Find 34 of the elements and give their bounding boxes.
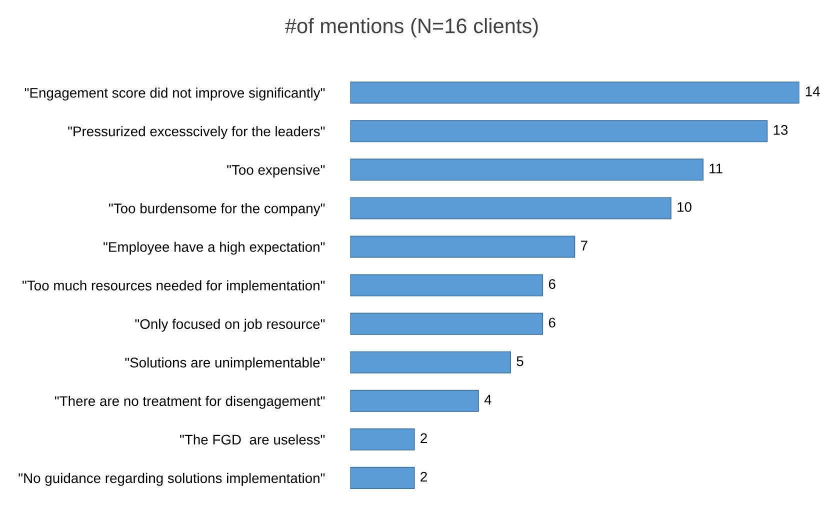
data-label: 2 (420, 433, 427, 443)
y-tick-label: "Pressurized excesscively for the leaders" (68, 126, 325, 140)
data-label: 2 (420, 472, 427, 482)
bar (350, 236, 576, 258)
bar (350, 466, 415, 489)
bar (350, 197, 672, 220)
bar (350, 312, 544, 335)
y-tick-label: "Engagement score did not improve significantly" (24, 88, 325, 101)
bar (350, 82, 800, 104)
data-label: 4 (484, 394, 492, 404)
bar (350, 428, 415, 450)
y-tick-label: "Too burdensome for the company" (109, 203, 325, 216)
y-tick-label: "Only focused on job resource" (135, 318, 325, 332)
bar (350, 120, 768, 142)
bar (350, 351, 512, 374)
bar (350, 158, 704, 181)
data-label: 6 (548, 279, 556, 289)
data-label: 6 (548, 318, 556, 328)
data-label: 10 (678, 202, 692, 212)
y-tick-label: "The FGD are useless" (180, 434, 325, 445)
y-tick-label: "No guidance regarding solutions implementation" (18, 472, 325, 486)
y-tick-label: "Solutions are unimplementable" (125, 357, 325, 370)
bar (350, 390, 479, 412)
data-label: 13 (774, 125, 788, 135)
bar (350, 274, 544, 296)
chart-title: #of mentions (N=16 clients) (285, 18, 538, 38)
data-label: 7 (581, 240, 588, 250)
y-tick-label: "Employee have a high expectation" (104, 242, 325, 255)
data-label: 14 (806, 86, 820, 96)
data-label: 11 (710, 164, 722, 174)
y-tick-label: "There are no treatment for disengagement" (55, 396, 325, 409)
y-tick-label: "Too expensive" (227, 164, 325, 178)
y-tick-label: "Too much resources needed for implementation" (22, 280, 325, 294)
data-label: 5 (516, 356, 524, 366)
